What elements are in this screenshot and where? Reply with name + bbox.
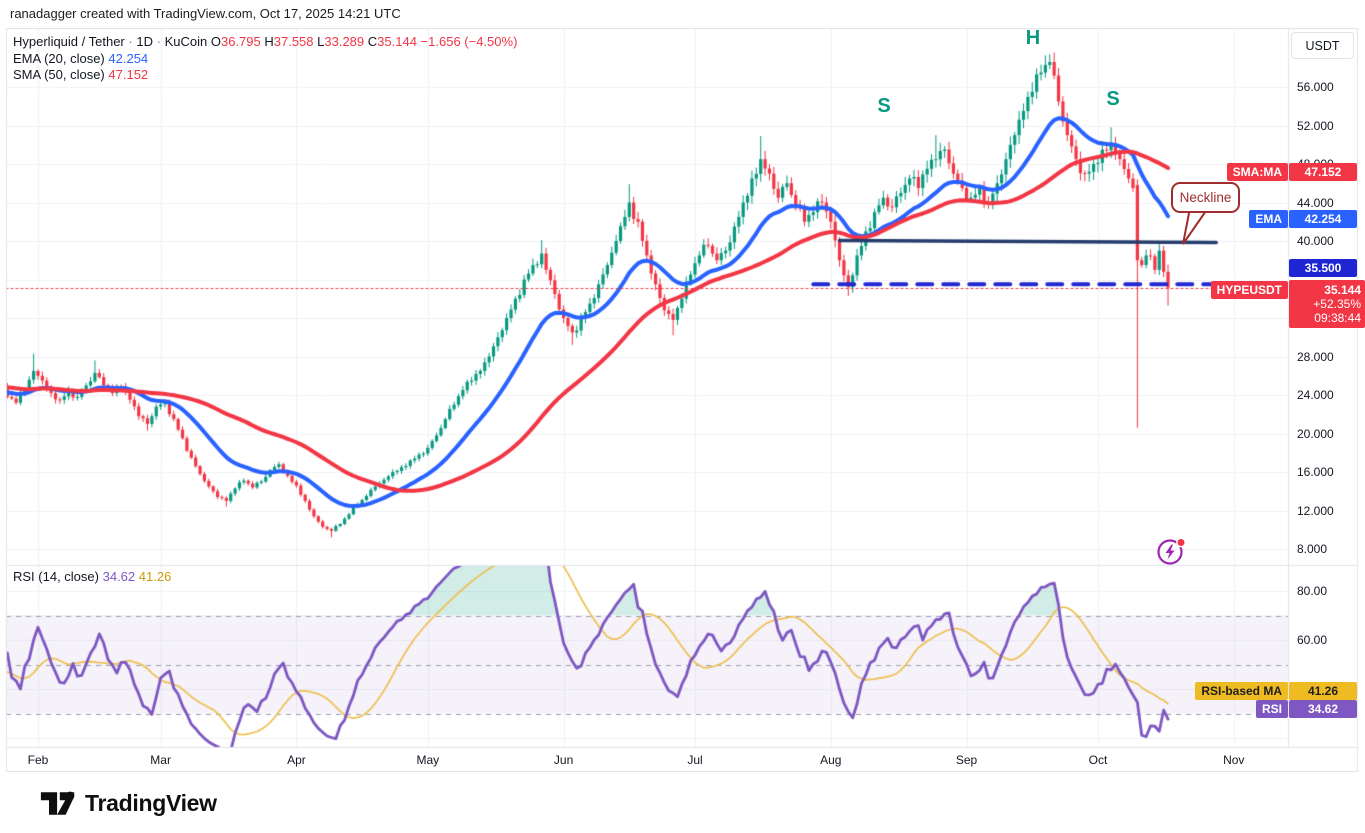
sma-axis-value: 47.152 (1289, 163, 1357, 181)
price-tick-label: 20.000 (1297, 426, 1334, 441)
last-price-box: 35.144 +52.35% 09:38:44 (1289, 280, 1365, 328)
price-tick-label: 56.000 (1297, 80, 1334, 94)
price-tick-label: 12.000 (1297, 503, 1334, 518)
sma-label: SMA (50, close) (13, 67, 105, 82)
month-label-oct: Oct (1088, 753, 1108, 767)
rsi-tick-label: 60.00 (1297, 633, 1328, 647)
currency-toggle-button[interactable]: USDT (1291, 32, 1354, 59)
month-label-jul: Jul (687, 753, 703, 767)
support-level-value: 35.500 (1289, 259, 1357, 277)
lightning-icon[interactable] (1153, 535, 1191, 569)
ema-axis-value: 42.254 (1289, 210, 1357, 228)
ema-axis-tag: EMA (1249, 210, 1288, 228)
tradingview-logo-text: TradingView (85, 789, 217, 816)
rsi-axis-tag: RSI (1255, 700, 1288, 718)
neckline-callout-box (1171, 182, 1240, 213)
head-label: H (1025, 27, 1041, 49)
ohlc-high-label: H (264, 34, 274, 49)
change-value: −1.656 (−4.50%) (420, 34, 518, 49)
ohlc-low-label: L (317, 34, 325, 49)
tradingview-logo-glyph (40, 791, 75, 815)
left-shoulder-label: S (877, 95, 891, 117)
price-tick-label: 24.000 (1297, 388, 1334, 402)
month-label-jun: Jun (553, 753, 574, 767)
neckline-callout-tail (1182, 207, 1210, 245)
rsi-ma-axis-tag: RSI-based MA (1195, 682, 1288, 700)
price-tick-label: 28.000 (1297, 349, 1334, 364)
rsi-ma-axis-value: 41.26 (1289, 682, 1357, 700)
price-tick-label: 8.000 (1297, 542, 1328, 556)
tradingview-logo[interactable]: TradingView (40, 788, 217, 818)
rsi-label: RSI (14, close) (13, 569, 99, 584)
notification-dot (1176, 537, 1186, 548)
rsi-legend[interactable]: RSI (14, close) 34.62 41.26 (13, 569, 171, 584)
right-shoulder-label: S (1106, 88, 1120, 110)
ema-label: EMA (20, close) (13, 50, 105, 66)
chart-legend: Hyperliquid / Tether · 1D · KuCoin O36.7… (13, 34, 517, 84)
last-price: 35.144 (1324, 283, 1361, 297)
lightning-bolt (1165, 544, 1175, 560)
month-label-feb: Feb (27, 753, 49, 767)
neckline-callout[interactable]: Neckline (1160, 180, 1252, 250)
ohlc-low: 33.289 (324, 34, 365, 49)
chart-canvas[interactable] (0, 28, 1365, 772)
month-label-mar: Mar (150, 753, 171, 767)
rsi-value: 34.62 (102, 569, 136, 584)
month-label-may: May (416, 753, 440, 767)
sma-legend-row[interactable]: SMA (50, close) 47.152 (13, 67, 517, 84)
month-label-aug: Aug (820, 753, 842, 767)
bar-countdown: 09:38:44 (1314, 311, 1361, 325)
symbol-legend-row[interactable]: Hyperliquid / Tether · 1D · KuCoin O36.7… (13, 34, 518, 49)
ema-value: 42.254 (108, 50, 149, 66)
attribution-text: ranadagger created with TradingView.com,… (10, 6, 401, 21)
interval: 1D (136, 34, 153, 49)
price-tick-label: 16.000 (1297, 465, 1334, 479)
sma-axis-tag: SMA:MA (1226, 163, 1288, 181)
ema-legend-row[interactable]: EMA (20, close) 42.254 (13, 51, 517, 68)
time-axis-pane[interactable]: Feb Mar Apr May Jun Jul Aug Sep Oct Nov (0, 753, 1365, 771)
month-label-nov: Nov (1223, 753, 1245, 767)
change-percent: +52.35% (1313, 297, 1361, 311)
ohlc-open: 36.795 (220, 34, 261, 49)
exchange: KuCoin (164, 34, 208, 49)
ohlc-high: 37.558 (273, 34, 314, 49)
rsi-axis-value: 34.62 (1289, 700, 1357, 718)
symbol-axis-tag: HYPEUSDT (1210, 281, 1288, 299)
rsi-ma-value: 41.26 (138, 569, 172, 584)
price-tick-label: 40.000 (1297, 234, 1334, 248)
month-label-sep: Sep (955, 753, 978, 767)
month-label-apr: Apr (287, 753, 306, 767)
price-tick-label: 52.000 (1297, 118, 1334, 133)
ohlc-close-label: C (367, 34, 378, 49)
price-tick-label: 44.000 (1297, 195, 1334, 210)
symbol-name: Hyperliquid / Tether (13, 34, 125, 49)
sma-value: 47.152 (108, 67, 149, 82)
ohlc-open-label: O (210, 34, 221, 49)
neckline-callout-text: Neckline (1180, 190, 1232, 205)
rsi-tick-label: 80.00 (1297, 584, 1328, 598)
ohlc-close: 35.144 (377, 34, 417, 49)
lightning-circle (1157, 539, 1183, 565)
